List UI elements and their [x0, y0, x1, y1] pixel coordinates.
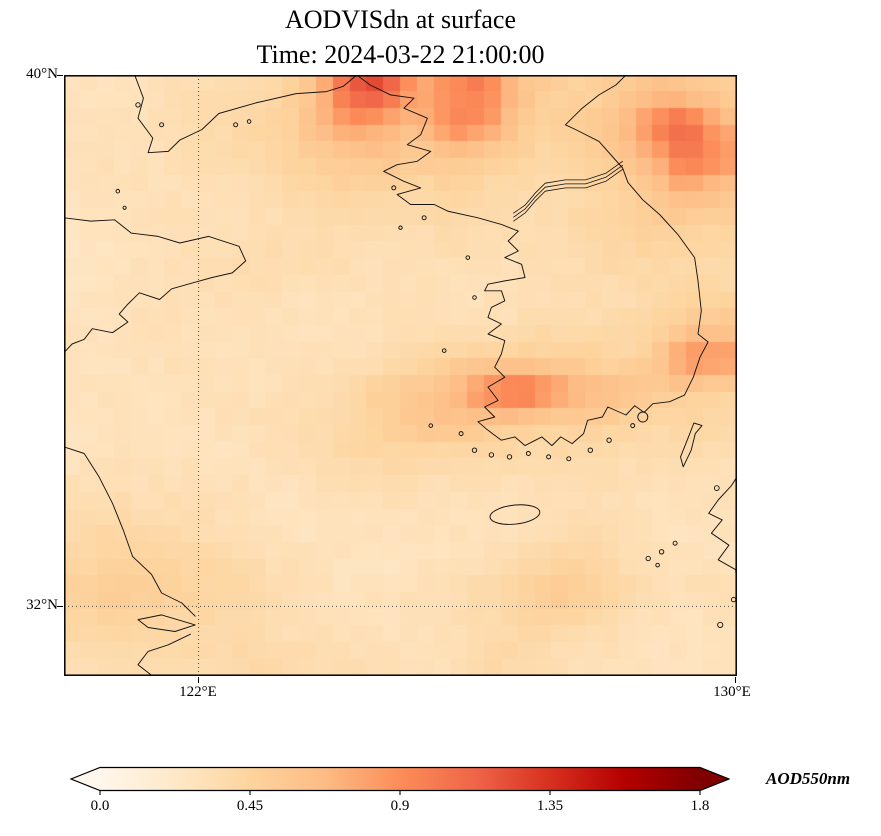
ytick-32N: 32°N — [26, 597, 58, 613]
title-block: AODVISdn at surface Time: 2024-03-22 21:… — [64, 2, 737, 72]
tickmark-130E — [735, 677, 737, 683]
island-tsushima-island — [680, 422, 703, 468]
small-island — [630, 423, 636, 429]
colorbar — [69, 766, 731, 795]
small-island — [587, 447, 593, 453]
coastline-yangtze-south-bank — [137, 633, 191, 676]
colorbar-gradient — [100, 767, 700, 791]
island-chongming-island — [137, 614, 196, 632]
small-island — [122, 205, 127, 210]
colorbar-tick-135: 1.35 — [536, 798, 564, 814]
small-island — [398, 225, 403, 230]
small-island — [655, 562, 660, 568]
tickmark-40N — [57, 75, 63, 77]
small-island — [606, 437, 612, 443]
colorbar-tick-18: 1.8 — [690, 798, 710, 814]
small-island — [672, 540, 678, 546]
small-island — [115, 188, 121, 194]
small-island — [488, 452, 495, 458]
small-island — [441, 348, 447, 353]
small-island — [717, 621, 724, 628]
small-island — [506, 454, 513, 460]
plot-subtitle: Time: 2024-03-22 21:00:00 — [256, 40, 545, 69]
small-island — [471, 447, 478, 453]
small-island — [658, 549, 665, 555]
island-geoje — [637, 411, 649, 423]
border-dmz-line — [513, 160, 623, 214]
colorbar-wrap — [69, 766, 731, 802]
small-island — [525, 451, 531, 456]
colorbar-under-arrow — [71, 767, 100, 791]
gridlines-group — [64, 75, 737, 676]
small-island — [135, 102, 141, 108]
border-dmz-line — [513, 164, 623, 218]
colorbar-over-arrow — [700, 767, 729, 791]
small-island — [421, 215, 427, 221]
plot-title: AODVISdn at surface — [284, 5, 517, 34]
small-island — [730, 596, 737, 603]
map-axes — [64, 75, 737, 676]
border-dmz-line — [513, 168, 623, 222]
coastlines-group — [64, 75, 737, 676]
xtick-130E: 130°E — [713, 684, 751, 700]
map-overlay — [64, 75, 737, 676]
small-island — [233, 122, 239, 128]
coastline-korea-mainland — [356, 75, 709, 447]
colorbar-tick-0: 0.0 — [90, 798, 110, 814]
coastline-jiangsu — [64, 446, 196, 617]
small-island — [391, 185, 397, 191]
small-island — [713, 485, 720, 491]
island-jeju — [489, 504, 541, 525]
tickmark-122E — [198, 677, 200, 683]
map-frame — [64, 75, 737, 676]
colorbar-ticks — [99, 790, 701, 795]
small-island — [645, 555, 651, 562]
small-island — [546, 454, 552, 460]
small-island — [566, 456, 572, 462]
coastline-shandong — [64, 217, 247, 354]
coastline-kyushu-west — [708, 476, 737, 581]
coastline-liaodong — [134, 75, 358, 154]
colorbar-label: AOD550nm — [766, 769, 851, 788]
ytick-40N: 40°N — [26, 66, 58, 82]
small-island — [472, 295, 477, 300]
tickmark-32N — [57, 606, 63, 608]
small-island — [246, 119, 252, 124]
colorbar-tick-09: 0.9 — [390, 798, 410, 814]
xtick-122E: 122°E — [179, 684, 217, 700]
small-island — [465, 255, 471, 260]
colorbar-tick-045: 0.45 — [236, 798, 264, 814]
small-island — [428, 423, 434, 428]
small-island — [458, 431, 464, 437]
small-island — [159, 122, 165, 128]
